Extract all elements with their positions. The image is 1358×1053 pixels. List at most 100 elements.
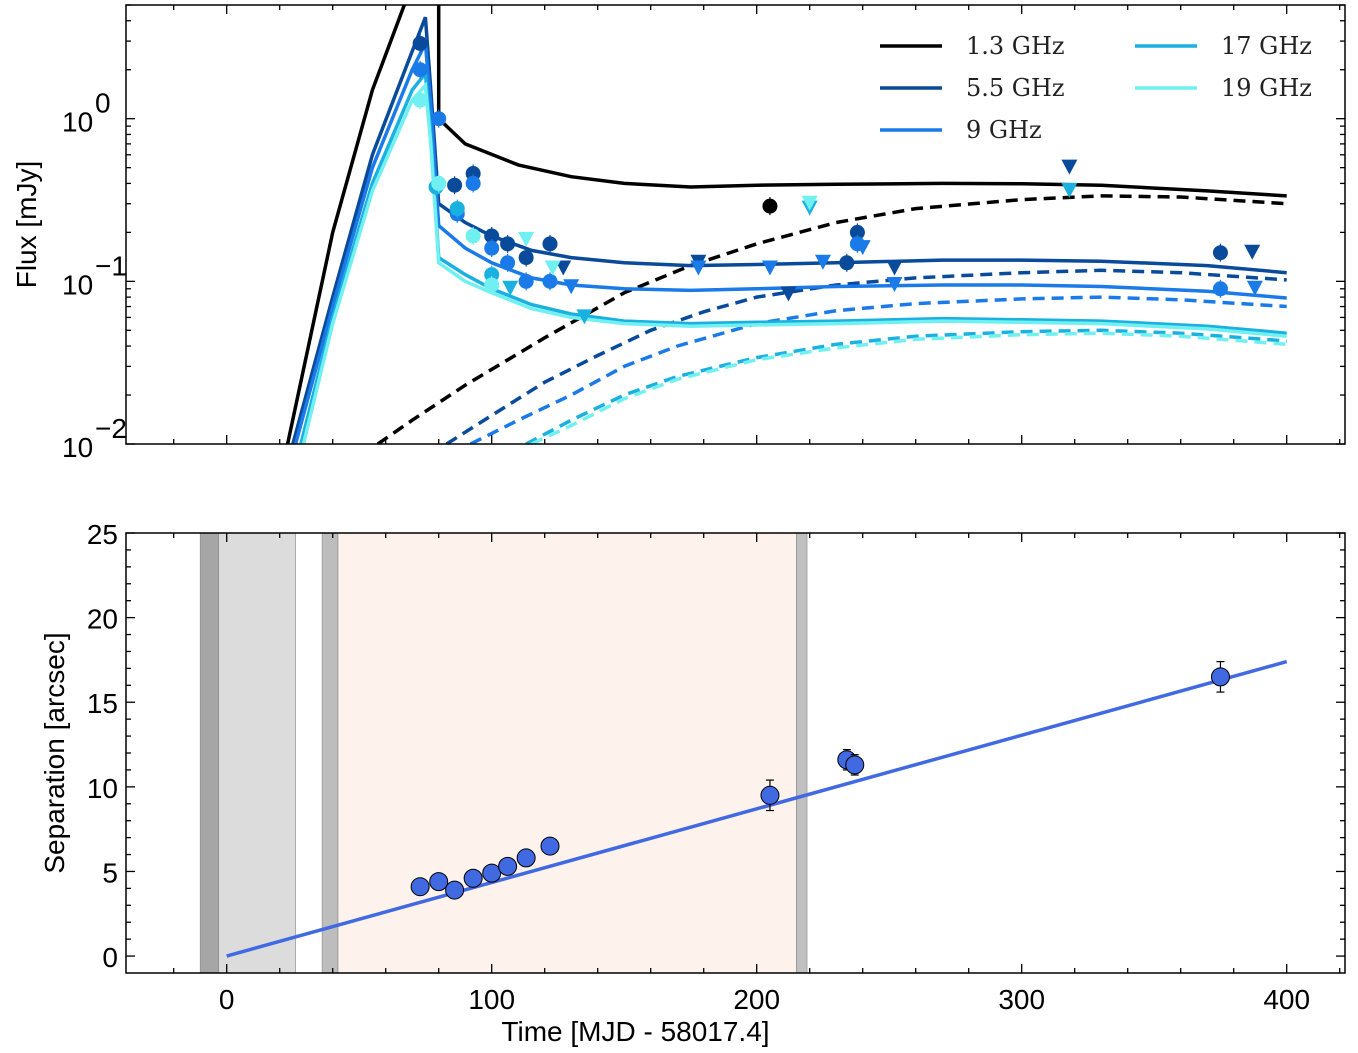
data-point <box>1210 667 1230 687</box>
legend: 1.3 GHz 5.5 GHz 9 GHz 17 GHz 19 GHz <box>880 32 1312 144</box>
y-tick-exponent: −2 <box>95 413 127 444</box>
shaded-region <box>337 533 797 973</box>
data-point-1-3-GHz <box>762 198 778 214</box>
data-point-5-5-GHz <box>447 177 463 193</box>
model-total-9-GHz <box>293 37 1287 444</box>
shaded-region <box>321 533 339 973</box>
y-tick-base: 10 <box>62 432 93 463</box>
data-point-5-5-GHz <box>542 236 558 252</box>
upper-limit-5-5-GHz <box>780 286 797 302</box>
y-tick-label: 25 <box>87 519 118 550</box>
upper-limit-9-GHz <box>1246 280 1263 296</box>
data-point <box>445 880 465 900</box>
y-tick-label: 10−2 <box>62 413 127 463</box>
model-late-17-GHz <box>525 328 1287 444</box>
y-tick-label: 10−1 <box>62 250 127 300</box>
shaded-region <box>796 533 808 973</box>
data-point-19-GHz <box>412 92 428 108</box>
shaded-region <box>218 533 296 973</box>
data-point-5-5-GHz <box>839 255 855 271</box>
x-axis-label: Time [MJD - 58017.4] <box>501 1016 769 1047</box>
y-tick-label: 20 <box>87 604 118 635</box>
upper-limit-19-GHz <box>518 231 535 247</box>
data-point-9-GHz <box>431 111 447 127</box>
shaded-region <box>199 533 220 973</box>
data-point-9-GHz <box>542 273 558 289</box>
data-point-5-5-GHz <box>500 236 516 252</box>
separation-panel: 0 100 200 300 400 0 5 10 15 20 25 Separation [arcse… <box>39 519 1346 1047</box>
legend-label: 5.5 GHz <box>966 74 1065 102</box>
upper-limit-5-5-GHz <box>1061 159 1078 175</box>
data-point-5-5-GHz <box>1212 245 1228 261</box>
separation-y-axis-label: Separation [arcsec] <box>39 632 70 873</box>
data-point-17-GHz <box>449 201 465 217</box>
data-point-19-GHz <box>484 277 500 293</box>
y-tick-base: 10 <box>62 107 93 138</box>
data-point-9-GHz <box>412 62 428 78</box>
data-point-17-GHz <box>484 267 500 283</box>
upper-limit-9-GHz <box>886 276 903 292</box>
model-late-19-GHz <box>530 331 1287 444</box>
model-total-17-GHz <box>299 68 1287 444</box>
data-point-5-5-GHz <box>849 224 865 240</box>
data-point <box>482 863 502 883</box>
y-tick-exponent: −1 <box>95 250 127 281</box>
upper-limit-19-GHz <box>801 195 818 211</box>
upper-limit-5-5-GHz <box>886 260 903 276</box>
flux-y-axis-label: Flux [mJy] <box>11 161 42 289</box>
x-tick-label: 300 <box>998 984 1045 1015</box>
data-point <box>463 868 483 888</box>
upper-limit-5-5-GHz <box>1244 244 1261 260</box>
model-total-late-1-3-GHz <box>436 5 1287 198</box>
legend-label: 19 GHz <box>1221 74 1312 102</box>
x-tick-label: 200 <box>733 984 780 1015</box>
upper-limit-17-GHz <box>502 280 519 296</box>
model-late-1-3-GHz <box>376 194 1287 444</box>
y-tick-label: 10 <box>87 773 118 804</box>
y-tick-base: 10 <box>62 269 93 300</box>
y-tick-label: 100 <box>62 88 111 138</box>
legend-label: 1.3 GHz <box>966 32 1065 60</box>
upper-limit-9-GHz <box>563 279 580 295</box>
y-tick-label: 0 <box>102 942 118 973</box>
upper-limit-9-GHz <box>690 260 707 276</box>
upper-limit-9-GHz <box>854 240 871 256</box>
fit-line <box>226 659 1288 958</box>
upper-limit-17-GHz <box>576 309 593 325</box>
flux-frame <box>125 4 1346 445</box>
data-point-9-GHz <box>518 273 534 289</box>
legend-label: 17 GHz <box>1221 32 1312 60</box>
data-point-19-GHz <box>465 228 481 244</box>
data-point-5-5-GHz <box>484 228 500 244</box>
model-late-5-5-GHz <box>445 268 1287 444</box>
data-point-5-5-GHz <box>518 250 534 266</box>
data-point <box>845 755 865 775</box>
separation-plot-area <box>199 533 1288 973</box>
y-tick-label: 15 <box>87 688 118 719</box>
data-point <box>429 872 449 892</box>
flux-plot-area <box>285 5 1287 444</box>
data-point <box>498 856 518 876</box>
x-tick-label: 0 <box>219 984 235 1015</box>
data-point-9-GHz <box>465 175 481 191</box>
upper-limit-9-GHz <box>814 254 831 270</box>
upper-limit-5-5-GHz <box>555 260 572 276</box>
model-total-1-3-GHz <box>285 5 406 444</box>
upper-limit-17-GHz <box>1061 182 1078 198</box>
data-point <box>760 785 780 805</box>
data-point-19-GHz <box>431 175 447 191</box>
y-tick-exponent: 0 <box>95 88 111 119</box>
data-point-9-GHz <box>484 240 500 256</box>
data-point <box>540 836 560 856</box>
upper-limit-19-GHz <box>544 260 561 276</box>
data-point <box>516 848 536 868</box>
legend-label: 9 GHz <box>966 116 1042 144</box>
x-tick-label: 100 <box>468 984 515 1015</box>
data-point-9-GHz <box>500 255 516 271</box>
y-tick-label: 5 <box>102 857 118 888</box>
data-point-9-GHz <box>1212 281 1228 297</box>
x-tick-label: 400 <box>1263 984 1310 1015</box>
upper-limit-9-GHz <box>761 260 778 276</box>
